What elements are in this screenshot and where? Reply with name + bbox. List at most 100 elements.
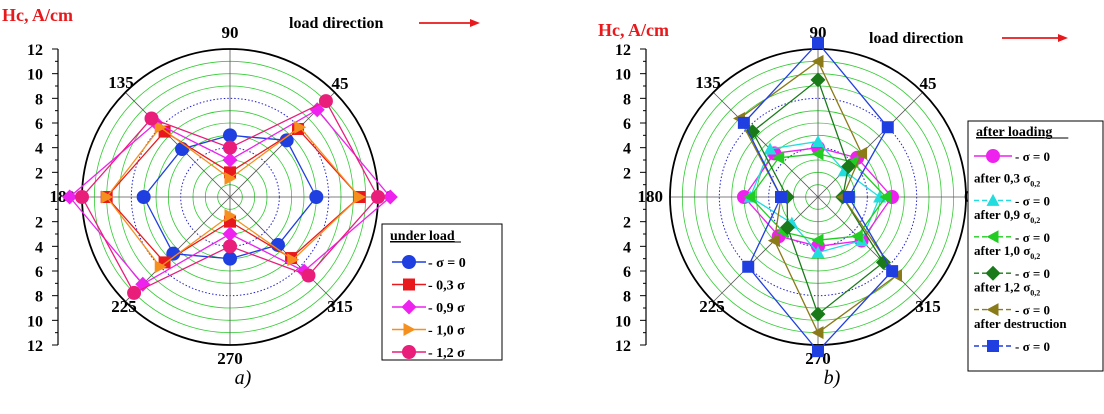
- data-point: [222, 152, 238, 168]
- polar-chart-b: 224466881010121204590135180225270315Hc, …: [598, 20, 1104, 389]
- angle-label-90: 90: [222, 23, 239, 42]
- radial-tick-label: 8: [623, 289, 631, 306]
- radial-tick-label: 10: [27, 67, 43, 84]
- legend-label: - 1,2 σ: [428, 346, 465, 361]
- data-point: [223, 140, 237, 155]
- panel-caption: b): [824, 367, 841, 389]
- load-direction-label: load direction: [289, 15, 383, 32]
- data-point: [775, 191, 787, 203]
- legend-marker: [986, 303, 999, 317]
- radial-tick-label: 8: [35, 91, 43, 108]
- data-point: [873, 190, 887, 203]
- data-point: [812, 36, 824, 49]
- legend-label: - 1,0 σ: [428, 324, 465, 339]
- data-point: [841, 158, 857, 174]
- angle-label-180: 180: [638, 187, 664, 206]
- data-point: [101, 190, 114, 204]
- legend-label: - σ = 0: [1015, 339, 1050, 354]
- angle-label-135: 135: [695, 73, 721, 92]
- legend-label: - 0,3 σ: [428, 279, 465, 294]
- data-point: [371, 190, 385, 204]
- angle-label-315: 315: [915, 297, 941, 316]
- data-point: [879, 190, 892, 204]
- data-point: [354, 190, 366, 204]
- data-point: [737, 116, 750, 129]
- series-3: [62, 102, 398, 292]
- legend-marker: [986, 193, 1000, 206]
- data-point: [811, 326, 824, 340]
- data-point: [136, 190, 151, 204]
- angle-label-45: 45: [920, 74, 937, 93]
- legend-marker: [403, 278, 415, 291]
- radial-tick-label: 6: [35, 116, 43, 133]
- legend-group-subscript: 0,2: [1030, 252, 1040, 261]
- legend-title: after loading: [976, 125, 1052, 140]
- legend-label: - σ = 0: [1015, 230, 1050, 245]
- legend-label: - 0,9 σ: [428, 301, 465, 316]
- data-point: [382, 189, 398, 205]
- data-point: [881, 121, 894, 134]
- radial-tick-label: 4: [35, 239, 43, 256]
- radial-tick-label: 2: [623, 215, 631, 232]
- data-point: [154, 120, 167, 134]
- data-point: [779, 220, 795, 236]
- radial-tick-label: 12: [615, 338, 631, 355]
- radial-axis: 2 2 4 4 6 6 8 8 10 10 12 12: [615, 42, 647, 355]
- radial-tick-label: 10: [615, 67, 631, 84]
- data-point: [301, 268, 316, 283]
- angle-label-270: 270: [217, 349, 243, 368]
- legend-label: - σ = 0: [1015, 149, 1050, 164]
- data-point: [855, 146, 868, 160]
- data-point: [811, 54, 824, 68]
- angle-label-45: 45: [332, 74, 349, 93]
- legend-box: [967, 120, 1104, 372]
- legend-title: under load: [390, 229, 455, 244]
- radial-tick-label: 6: [623, 264, 631, 281]
- data-point: [812, 345, 824, 358]
- data-point: [127, 285, 142, 300]
- data-point: [810, 72, 826, 88]
- data-point: [811, 135, 825, 147]
- data-point: [763, 142, 777, 155]
- data-point: [224, 209, 237, 222]
- legend: after loading - σ = 0 after 0,3 σ0,2 - σ = …: [967, 120, 1104, 372]
- legend-marker: [986, 230, 999, 244]
- radial-tick-label: 12: [27, 42, 43, 59]
- legend-marker: [987, 340, 999, 352]
- radial-tick-label: 12: [27, 338, 43, 355]
- data-point: [767, 234, 780, 248]
- radial-axis: 2 2 4 4 6 6 8 8 10 10 12 12: [27, 42, 59, 355]
- radial-tick-label: 4: [623, 141, 631, 158]
- legend-label: - σ = 0: [1015, 303, 1050, 318]
- data-point: [842, 191, 855, 203]
- axis-title: Hc, A/cm: [2, 5, 73, 25]
- data-point: [318, 94, 333, 109]
- radial-tick-label: 10: [615, 313, 631, 330]
- angle-label-135: 135: [108, 73, 134, 92]
- radial-tick-label: 8: [623, 91, 631, 108]
- grid-spoke: [713, 196, 819, 302]
- data-point: [135, 276, 151, 292]
- legend-group-subscript: 0,2: [1030, 216, 1040, 225]
- data-point: [772, 151, 785, 165]
- legend-group-label: after 0,9 σ0,2: [974, 207, 1040, 225]
- series-6: [737, 36, 899, 358]
- legend-group-label: after 1,2 σ0,2: [974, 280, 1040, 298]
- radial-tick-label: 4: [623, 239, 631, 256]
- arrow-head-icon: [470, 19, 480, 27]
- data-point: [287, 253, 300, 267]
- polar-outer-ring: [669, 48, 967, 346]
- series-3: [743, 147, 892, 247]
- legend-label: - σ = 0: [1015, 193, 1050, 208]
- data-point: [224, 172, 237, 185]
- data-point: [223, 239, 237, 254]
- grid-spoke: [817, 92, 923, 198]
- data-point: [62, 189, 78, 205]
- legend: under load- σ = 0- 0,3 σ0,2- 0,9 σ0,2- 1…: [381, 223, 503, 361]
- legend-group-subscript: 0,2: [1030, 179, 1040, 188]
- radial-tick-label: 12: [615, 42, 631, 59]
- data-point: [886, 265, 899, 278]
- data-point: [811, 233, 824, 247]
- data-point: [811, 246, 825, 258]
